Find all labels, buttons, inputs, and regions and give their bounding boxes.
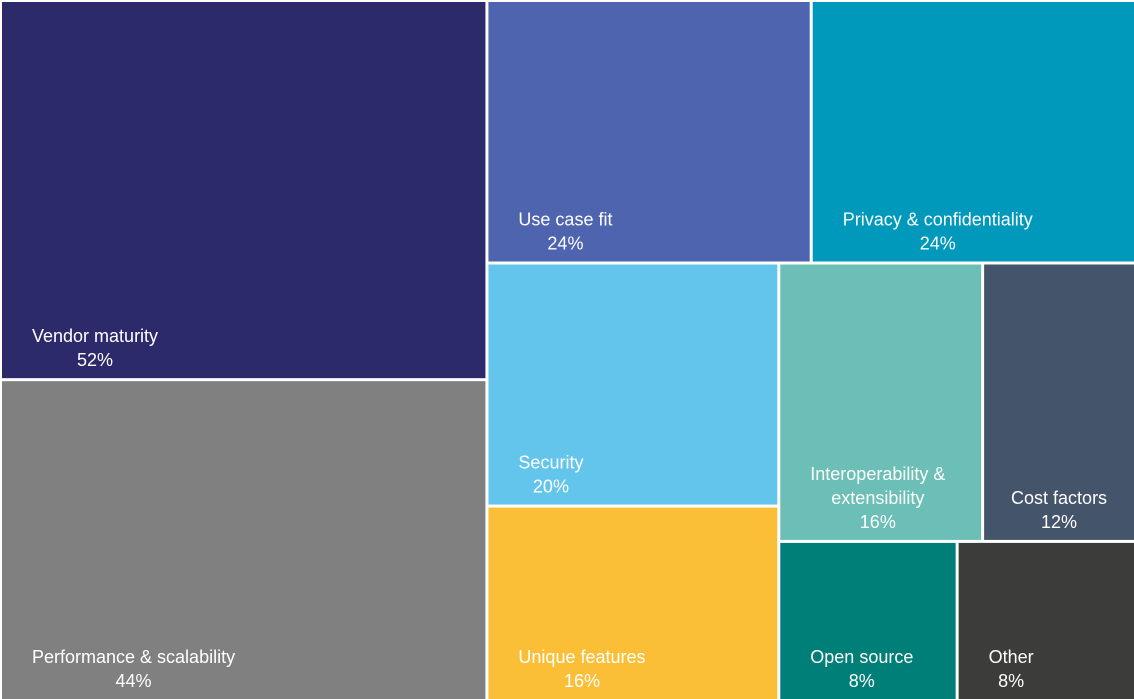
tile-value: 44%: [116, 671, 152, 691]
tile-label: Interoperability & extensibility: [810, 464, 945, 508]
tile-label: Other: [989, 647, 1034, 667]
tile-value: 12%: [1041, 512, 1077, 532]
tile-label: Performance & scalability: [32, 647, 235, 667]
tile-value: 20%: [533, 477, 569, 497]
tile-label: Privacy & confidentiality: [843, 210, 1033, 230]
tile-value: 52%: [77, 350, 113, 370]
tile-label: Use case fit: [518, 210, 612, 230]
tile-label-line: Performance & scalability: [32, 647, 235, 667]
tile-value: 8%: [849, 671, 875, 691]
tile-value: 24%: [547, 234, 583, 254]
tile-label-line: Security: [518, 453, 583, 473]
tile: [984, 264, 1134, 540]
tile-label: Unique features: [518, 647, 645, 667]
tile-value: 16%: [564, 671, 600, 691]
tile-value: 24%: [920, 234, 956, 254]
tile: [488, 2, 810, 262]
tile-label-line: Other: [989, 647, 1034, 667]
tile: [958, 542, 1134, 699]
tile-label-line: Unique features: [518, 647, 645, 667]
tile-label: Cost factors: [1011, 488, 1107, 508]
tile: [488, 507, 778, 699]
tile-value: 16%: [860, 512, 896, 532]
tile-label-line: Use case fit: [518, 210, 612, 230]
tile-label: Open source: [810, 647, 913, 667]
tile-label: Vendor maturity: [32, 326, 158, 346]
tile-label: Security: [518, 453, 583, 473]
tile-label-line: extensibility: [831, 488, 924, 508]
tile-label-line: Interoperability &: [810, 464, 945, 484]
tile-value: 8%: [998, 671, 1024, 691]
tile: [812, 2, 1134, 262]
tile: [2, 381, 486, 699]
tile: [2, 2, 486, 379]
tile-label-line: Privacy & confidentiality: [843, 210, 1033, 230]
tile: [780, 264, 982, 540]
tile-label-line: Vendor maturity: [32, 326, 158, 346]
tile: [780, 542, 956, 699]
tile-label-line: Cost factors: [1011, 488, 1107, 508]
tile: [488, 264, 778, 505]
tile-label-line: Open source: [810, 647, 913, 667]
